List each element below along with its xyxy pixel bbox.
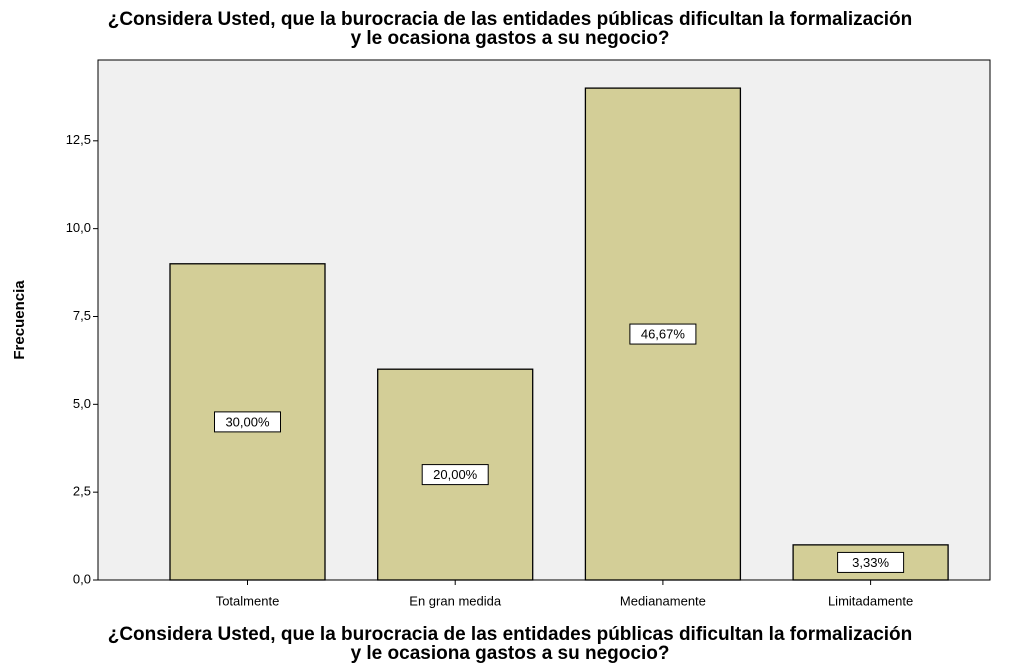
y-tick-label: 2,5 [73, 484, 91, 499]
chart-title: ¿Considera Usted, que la burocracia de l… [107, 9, 913, 49]
annotation: 30,00% [225, 414, 270, 429]
x-tick-label: Totalmente [216, 593, 280, 608]
y-tick-label: 5,0 [73, 396, 91, 411]
annotation-box [629, 323, 697, 345]
y-tick-label: 10,0 [66, 220, 91, 235]
x-tick-label: Medianamente [620, 593, 706, 608]
annotation-box [837, 551, 905, 573]
x-axis-label: ¿Considera Usted, que la burocracia de l… [107, 624, 913, 664]
annotation-box [214, 411, 281, 433]
annotation-box [421, 464, 489, 486]
annotation: 46,67% [641, 326, 686, 341]
annotation: 20,00% [433, 467, 478, 482]
y-tick-label: 0,0 [73, 571, 91, 586]
x-tick-label: Limitadamente [828, 593, 913, 608]
x-tick-label: En gran medida [409, 593, 502, 608]
y-tick-label: 12,5 [66, 132, 91, 147]
y-tick-label: 7,5 [73, 308, 91, 323]
annotation: 3,33% [852, 555, 889, 570]
y-axis-label: Frecuencia [11, 280, 28, 360]
bar [377, 368, 534, 581]
